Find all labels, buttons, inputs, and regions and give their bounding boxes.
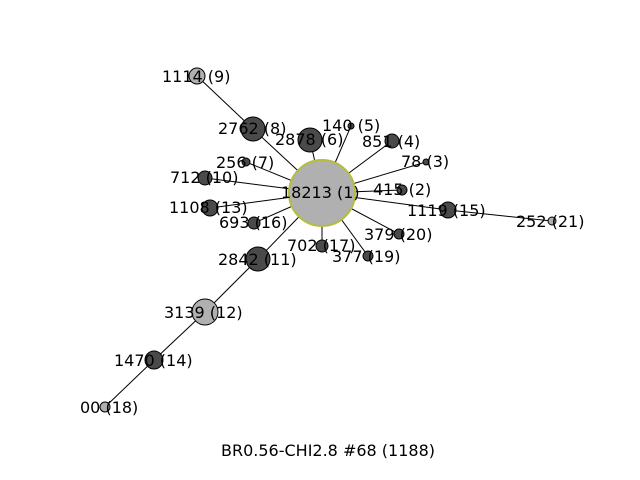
node-n5 (347, 122, 355, 130)
node-n17 (315, 239, 329, 253)
node-label-n6: 2878 (6) (275, 130, 343, 149)
node-n6 (297, 127, 323, 153)
node-label-n18: 00 (18) (80, 398, 138, 417)
node-n18 (99, 401, 111, 413)
node-label-n17: 702 (17) (287, 236, 355, 255)
node-label-n16: 693 (16) (219, 213, 287, 232)
node-label-n3: 78 (3) (401, 152, 449, 171)
node-label-n14: 1470 (14) (114, 351, 193, 370)
node-n3 (422, 158, 430, 166)
diagram-caption: BR0.56-CHI2.8 #68 (1188) (221, 441, 435, 460)
node-label-n20: 379 (20) (364, 225, 432, 244)
node-label-n2: 415 (2) (373, 180, 431, 199)
node-label-n19: 377 (19) (332, 247, 400, 266)
node-n15 (439, 201, 457, 219)
node-n8 (240, 116, 266, 142)
node-n20 (393, 228, 405, 240)
node-label-n10: 712 (10) (170, 168, 238, 187)
node-n4 (384, 133, 400, 149)
edge-n15-n21 (447, 209, 553, 222)
node-label-n15: 1119 (15) (407, 201, 486, 220)
node-label-n5: 140 (5) (322, 116, 380, 135)
node-n12 (191, 298, 219, 326)
edge-n14-n18 (104, 359, 155, 408)
node-label-n11: 2842 (11) (218, 250, 297, 269)
node-n7 (241, 157, 251, 167)
nodes-layer (99, 67, 557, 413)
node-n10 (197, 170, 213, 186)
node-label-n4: 851 (4) (362, 132, 420, 151)
node-n19 (362, 250, 374, 262)
node-label-n12: 3139 (12) (164, 303, 243, 322)
node-n14 (144, 350, 164, 370)
node-n21 (547, 216, 557, 226)
node-label-n13: 1108 (13) (169, 198, 248, 217)
node-n2 (396, 184, 408, 196)
node-label-n8: 2762 (8) (218, 119, 286, 138)
node-n13 (201, 199, 219, 217)
edge-n8-n9 (196, 75, 254, 130)
node-label-n1: 18213 (1) (281, 183, 360, 202)
node-n16 (247, 216, 261, 230)
node-label-n7: 256 (7) (216, 153, 274, 172)
labels-layer: 18213 (1) 415 (2) 78 (3)851 (4)140 (5)2878… (80, 67, 584, 417)
node-n11 (245, 246, 271, 272)
node-n9 (188, 67, 206, 85)
node-n1 (288, 159, 356, 227)
node-label-n21: 252 (21) (516, 212, 584, 231)
node-label-n9: 1114 (9) (162, 67, 230, 86)
